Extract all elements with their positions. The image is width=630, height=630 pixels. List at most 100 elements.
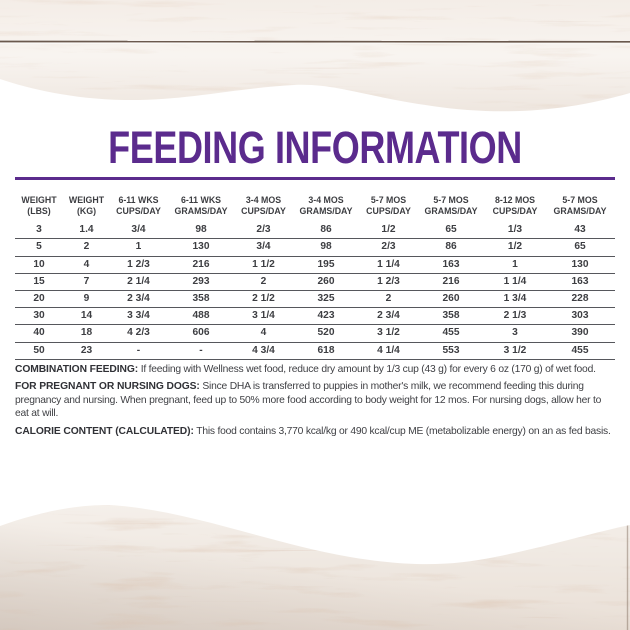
- table-row: 3 1.4 3/4 98 2/3 86 1/2 65 1/3 43: [15, 222, 615, 240]
- table-cell: 50: [15, 342, 63, 360]
- table-cell: 18: [63, 324, 110, 343]
- column-header: 6-11 WKS CUPS/DAY: [116, 195, 161, 216]
- table-cell: -: [110, 342, 167, 360]
- table-cell: 86: [417, 238, 485, 257]
- table-cell: 1/3: [485, 222, 545, 240]
- table-cell: 20: [15, 290, 63, 309]
- table-cell: 3: [485, 324, 545, 343]
- table-cell: 2: [360, 290, 417, 309]
- table-cell: 4: [235, 324, 292, 343]
- table-cell: 30: [15, 307, 63, 326]
- table-cell: 195: [292, 256, 360, 274]
- table-cell: 3/4: [110, 222, 167, 240]
- notes-section: COMBINATION FEEDING: If feeding with Wel…: [15, 363, 615, 442]
- table-cell: 3 3/4: [110, 307, 167, 326]
- feeding-table: WEIGHT (LBS) WEIGHT (KG) 6-11 WKS CUPS/DAY…: [15, 195, 615, 360]
- page-title: FEEDING INFORMATION: [108, 122, 522, 173]
- table-cell: 455: [545, 342, 615, 360]
- column-header: 5-7 MOS CUPS/DAY: [366, 195, 411, 216]
- table-cell: 488: [167, 307, 235, 326]
- table-cell: 520: [292, 324, 360, 343]
- bottom-wood-panel: [0, 505, 630, 630]
- column-header: WEIGHT (KG): [68, 195, 105, 216]
- table-row: 30 14 3 3/4 488 3 1/4 423 2 3/4 358 2 1/3 303: [15, 307, 615, 326]
- table-cell: 1: [110, 238, 167, 257]
- table-cell: 2/3: [235, 222, 292, 240]
- table-cell: 130: [545, 256, 615, 274]
- column-header: 3-4 MOS GRAMS/DAY: [299, 195, 353, 216]
- table-cell: 4 2/3: [110, 324, 167, 343]
- table-cell: 1 1/2: [235, 256, 292, 274]
- table-cell: 216: [417, 273, 485, 291]
- table-cell: 4 3/4: [235, 342, 292, 360]
- feeding-table-body: 3 1.4 3/4 98 2/3 86 1/2 65 1/3 43 5 2 1 130 3/4 98 2/3 86…: [15, 222, 615, 360]
- table-cell: 260: [292, 273, 360, 291]
- table-cell: 1 1/4: [360, 256, 417, 274]
- table-cell: 2 1/4: [110, 273, 167, 291]
- table-cell: 15: [15, 273, 63, 291]
- table-cell: 163: [545, 273, 615, 291]
- table-cell: 260: [417, 290, 485, 309]
- title-divider: [15, 177, 615, 180]
- table-cell: 1/2: [360, 222, 417, 240]
- note-label: FOR PREGNANT OR NURSING DOGS:: [15, 381, 200, 393]
- table-cell: 98: [292, 238, 360, 257]
- table-row: 40 18 4 2/3 606 4 520 3 1/2 455 3 390: [15, 324, 615, 343]
- table-cell: 3 1/2: [360, 324, 417, 343]
- table-cell: 455: [417, 324, 485, 343]
- table-cell: 86: [292, 222, 360, 240]
- table-cell: 3 1/4: [235, 307, 292, 326]
- table-cell: 606: [167, 324, 235, 343]
- table-cell: 2 3/4: [360, 307, 417, 326]
- table-cell: 358: [417, 307, 485, 326]
- table-cell: 2 3/4: [110, 290, 167, 309]
- table-cell: 228: [545, 290, 615, 309]
- table-cell: 216: [167, 256, 235, 274]
- table-cell: 618: [292, 342, 360, 360]
- table-row: 15 7 2 1/4 293 2 260 1 2/3 216 1 1/4 163: [15, 273, 615, 291]
- table-cell: 10: [15, 256, 63, 274]
- table-cell: 1 2/3: [360, 273, 417, 291]
- table-cell: 4: [63, 256, 110, 274]
- table-cell: 1: [485, 256, 545, 274]
- table-cell: 65: [417, 222, 485, 240]
- table-cell: 98: [167, 222, 235, 240]
- note-paragraph: CALORIE CONTENT (CALCULATED): This food …: [15, 425, 611, 437]
- table-cell: 9: [63, 290, 110, 309]
- table-cell: 1 1/4: [485, 273, 545, 291]
- table-cell: 325: [292, 290, 360, 309]
- table-row: 10 4 1 2/3 216 1 1/2 195 1 1/4 163 1 130: [15, 256, 615, 274]
- table-cell: 423: [292, 307, 360, 326]
- table-row: 50 23- -4 3/4 618 4 1/4 553 3 1/2 455: [15, 342, 615, 360]
- table-cell: 40: [15, 324, 63, 343]
- table-cell: 14: [63, 307, 110, 326]
- table-cell: 2 1/3: [485, 307, 545, 326]
- table-cell: 1.4: [63, 222, 110, 240]
- feeding-table-header: WEIGHT (LBS) WEIGHT (KG) 6-11 WKS CUPS/DAY…: [15, 195, 615, 222]
- table-cell: 553: [417, 342, 485, 360]
- table-cell: 3 1/2: [485, 342, 545, 360]
- column-header: 6-11 WKS GRAMS/DAY: [174, 195, 228, 216]
- table-cell: 2/3: [360, 238, 417, 257]
- table-cell: 3: [15, 222, 63, 240]
- column-header: 8-12 MOS CUPS/DAY: [492, 195, 538, 216]
- table-cell: 1/2: [485, 238, 545, 257]
- table-cell: 2: [235, 273, 292, 291]
- table-cell: 3/4: [235, 238, 292, 257]
- table-cell: 65: [545, 238, 615, 257]
- table-cell: 2: [63, 238, 110, 257]
- table-row: 5 2 1 130 3/4 98 2/3 86 1/2 65: [15, 238, 615, 257]
- column-header: WEIGHT (LBS): [21, 195, 57, 216]
- table-cell: 390: [545, 324, 615, 343]
- note-label: COMBINATION FEEDING:: [15, 364, 139, 375]
- table-cell: 43: [545, 222, 615, 240]
- table-cell: 23: [63, 342, 110, 360]
- column-header: 3-4 MOS CUPS/DAY: [241, 195, 286, 216]
- table-cell: 2 1/2: [235, 290, 292, 309]
- table-cell: 7: [63, 273, 110, 291]
- table-cell: 5: [15, 238, 63, 257]
- note-paragraph: COMBINATION FEEDING: If feeding with Wel…: [15, 364, 596, 375]
- table-cell: 1 3/4: [485, 290, 545, 309]
